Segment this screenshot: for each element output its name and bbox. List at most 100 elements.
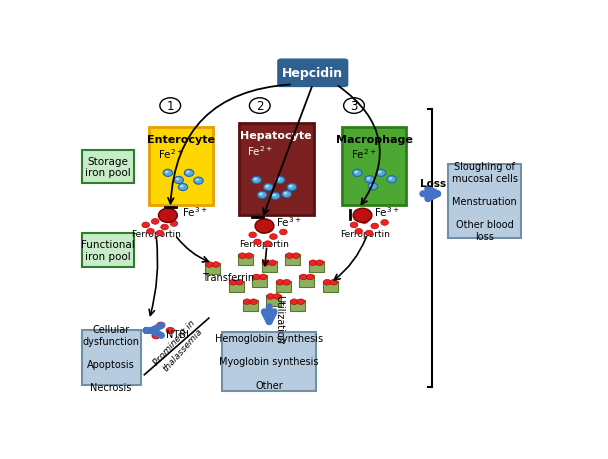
Circle shape xyxy=(286,253,293,259)
Text: Storage
iron pool: Storage iron pool xyxy=(85,157,131,178)
Circle shape xyxy=(361,218,368,224)
Circle shape xyxy=(229,280,237,285)
Text: Fe$^{2+}$: Fe$^{2+}$ xyxy=(247,143,273,157)
Circle shape xyxy=(389,178,392,180)
Circle shape xyxy=(259,193,263,196)
Circle shape xyxy=(151,219,159,225)
Circle shape xyxy=(353,209,372,223)
Circle shape xyxy=(269,260,276,266)
Circle shape xyxy=(147,229,154,235)
Circle shape xyxy=(271,193,280,200)
Circle shape xyxy=(381,220,389,226)
Circle shape xyxy=(277,178,281,181)
Circle shape xyxy=(355,229,362,235)
Circle shape xyxy=(275,177,285,184)
Circle shape xyxy=(283,280,291,285)
Circle shape xyxy=(152,333,161,339)
Circle shape xyxy=(243,299,250,305)
Circle shape xyxy=(287,184,297,191)
Text: Macrophage: Macrophage xyxy=(336,134,412,145)
Text: 3: 3 xyxy=(350,100,358,113)
Circle shape xyxy=(257,192,267,199)
Circle shape xyxy=(156,231,164,236)
Circle shape xyxy=(259,228,267,234)
Bar xyxy=(238,254,253,266)
Circle shape xyxy=(170,221,178,227)
Circle shape xyxy=(291,299,298,305)
Circle shape xyxy=(254,240,261,245)
Circle shape xyxy=(254,178,257,181)
Circle shape xyxy=(367,178,370,180)
Circle shape xyxy=(206,262,213,268)
Circle shape xyxy=(160,99,181,114)
Text: Hepcidin: Hepcidin xyxy=(282,67,344,80)
Text: Hemoglobin synthesis

Myoglobin synthesis

Other: Hemoglobin synthesis Myoglobin synthesis… xyxy=(215,334,323,390)
Circle shape xyxy=(147,328,156,334)
Circle shape xyxy=(276,280,284,285)
Bar xyxy=(238,124,314,216)
Text: Hepatocyte: Hepatocyte xyxy=(240,131,312,141)
Circle shape xyxy=(166,328,174,334)
Circle shape xyxy=(176,178,179,181)
Text: Functional
iron pool: Functional iron pool xyxy=(81,240,135,261)
Bar xyxy=(252,275,268,287)
Circle shape xyxy=(365,176,375,184)
Circle shape xyxy=(184,170,194,177)
Circle shape xyxy=(159,209,178,223)
Text: Fe$^{2+}$: Fe$^{2+}$ xyxy=(351,147,376,161)
Text: Fe$^{3+}$: Fe$^{3+}$ xyxy=(276,215,302,229)
Text: Ferroportin: Ferroportin xyxy=(240,240,289,249)
Circle shape xyxy=(186,171,190,174)
Bar xyxy=(205,263,220,274)
Bar xyxy=(149,128,213,205)
Circle shape xyxy=(253,274,260,280)
Bar xyxy=(276,281,291,292)
Circle shape xyxy=(194,178,203,185)
Circle shape xyxy=(370,185,373,187)
Circle shape xyxy=(157,322,165,329)
Circle shape xyxy=(264,241,272,247)
Circle shape xyxy=(292,253,300,259)
Circle shape xyxy=(274,294,281,300)
Circle shape xyxy=(142,223,150,228)
Text: NTBI: NTBI xyxy=(165,329,188,339)
Circle shape xyxy=(165,171,168,174)
Circle shape xyxy=(371,224,379,230)
Bar xyxy=(299,275,314,287)
Bar xyxy=(81,151,134,184)
Bar xyxy=(243,300,258,312)
Text: Ferroportin: Ferroportin xyxy=(340,230,390,238)
Circle shape xyxy=(161,224,168,230)
Circle shape xyxy=(300,274,307,280)
Circle shape xyxy=(365,231,373,236)
Circle shape xyxy=(297,299,305,305)
Text: Fe$^{3+}$: Fe$^{3+}$ xyxy=(375,205,400,218)
Circle shape xyxy=(378,171,381,174)
Bar xyxy=(229,281,244,292)
Circle shape xyxy=(249,99,270,114)
Text: 2: 2 xyxy=(256,100,263,113)
Circle shape xyxy=(306,274,314,280)
Circle shape xyxy=(260,274,267,280)
Circle shape xyxy=(387,176,396,184)
Circle shape xyxy=(196,179,199,182)
Circle shape xyxy=(280,230,287,235)
Circle shape xyxy=(249,232,257,238)
Bar xyxy=(323,281,338,292)
Circle shape xyxy=(344,99,364,114)
Circle shape xyxy=(323,280,331,285)
Circle shape xyxy=(354,171,358,174)
Bar xyxy=(266,295,282,306)
Text: Ferroportin: Ferroportin xyxy=(131,230,181,238)
Bar xyxy=(81,234,134,267)
Circle shape xyxy=(255,219,274,234)
Text: Fe$^{3+}$: Fe$^{3+}$ xyxy=(182,205,208,218)
Circle shape xyxy=(174,177,184,184)
Text: Loss: Loss xyxy=(420,179,446,189)
Circle shape xyxy=(265,185,269,188)
Bar xyxy=(342,128,406,205)
Circle shape xyxy=(212,262,219,268)
Text: Utilization: Utilization xyxy=(274,294,284,343)
Bar xyxy=(261,262,277,273)
Circle shape xyxy=(316,260,323,266)
